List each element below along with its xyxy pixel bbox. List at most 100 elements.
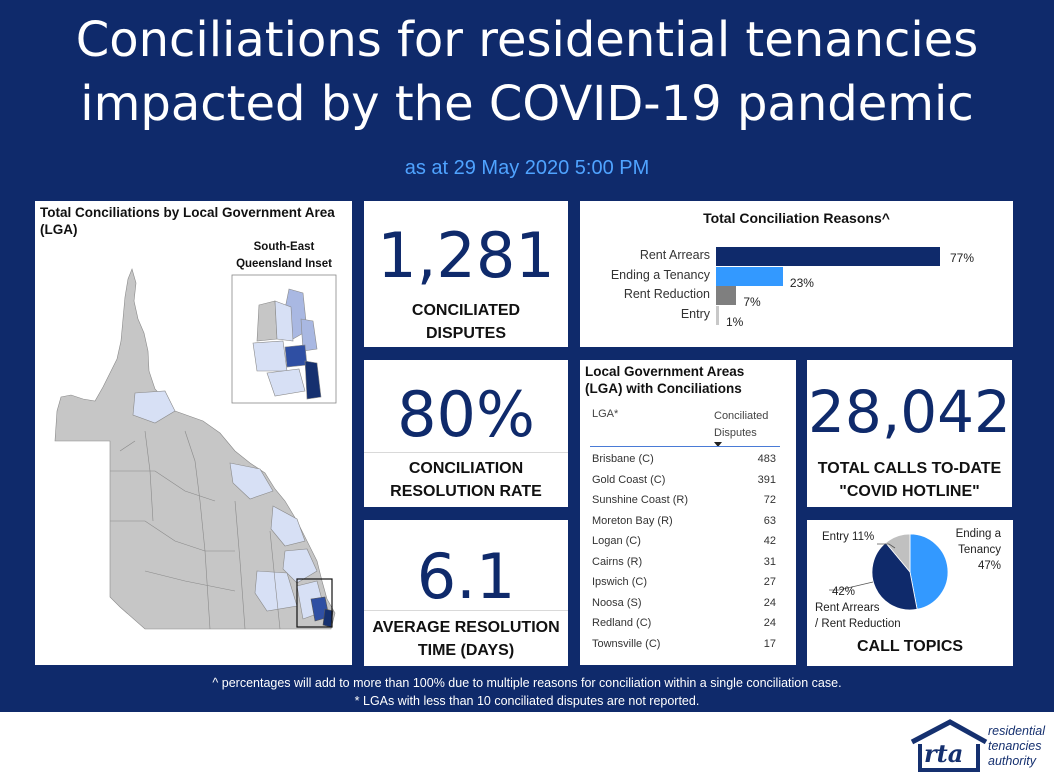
call-topics-pie	[829, 533, 949, 611]
table-row[interactable]: Ipswich (C) 27	[592, 572, 776, 593]
lga-region-light	[270, 505, 306, 547]
kpi-calls-label: TOTAL CALLS TO-DATE "COVID HOTLINE"	[817, 460, 1002, 500]
table-row[interactable]: Brisbane (C) 483	[592, 449, 776, 470]
lga-title: Local Government Areas (LGA) with Concil…	[585, 364, 745, 396]
bar-category-label: Entry	[680, 306, 710, 321]
title-line-1: Conciliations for residential tenancies	[75, 12, 979, 68]
table-row[interactable]: Gold Coast (C) 391	[592, 470, 776, 491]
lga-value-cell: 31	[763, 555, 776, 568]
inset-region-darkest	[304, 360, 322, 400]
lga-col-header-disputes[interactable]: Conciliated Disputes	[714, 410, 769, 439]
lga-card: Local Government Areas (LGA) with Concil…	[580, 360, 796, 665]
lga-value-cell: 27	[763, 576, 776, 589]
bar-value-label: 7%	[743, 295, 761, 309]
kpi-avgtime-value: 6.1	[416, 540, 516, 613]
lga-value-cell: 483	[757, 453, 776, 466]
lga-region-light	[282, 548, 318, 584]
lga-value-cell: 42	[763, 535, 776, 548]
reasons-bar-chart: Rent Arrears 77% Ending a Tenancy 23% Rent R…	[580, 201, 1013, 347]
inset-label: South-East Queensland Inset	[236, 241, 332, 270]
table-row[interactable]: Cairns (R) 31	[592, 552, 776, 573]
table-row[interactable]: Redland (C) 24	[592, 613, 776, 634]
lga-name-cell: Townsville (C)	[592, 637, 661, 650]
lga-value-cell: 17	[763, 637, 776, 650]
title-line-2: impacted by the COVID-19 pandemic	[80, 76, 974, 132]
call-topics-title: CALL TOPICS	[856, 638, 964, 655]
rta-org-name: residential tenancies authority	[988, 724, 1045, 768]
reasons-card: Total Conciliation Reasons^ Rent Arrears…	[580, 201, 1013, 347]
rta-logo: rta residential tenancies authority	[908, 718, 1048, 776]
lga-value-cell: 391	[757, 473, 776, 486]
inset-region-light	[252, 340, 288, 372]
table-row[interactable]: Moreton Bay (R) 63	[592, 511, 776, 532]
page-title: Conciliations for residential tenancies …	[0, 8, 1054, 136]
as-at-timestamp: as at 29 May 2020 5:00 PM	[404, 157, 650, 179]
bar-category-label: Ending a Tenancy	[610, 267, 710, 282]
kpi-resolution-label: CONCILIATION RESOLUTION RATE	[390, 460, 542, 500]
seq-inset-frame	[296, 578, 333, 628]
lga-name-cell: Brisbane (C)	[592, 453, 654, 466]
lga-region-light	[229, 462, 274, 500]
bar-value-label: 23%	[789, 275, 814, 290]
table-row[interactable]: Logan (C) 42	[592, 531, 776, 552]
lga-value-cell: 63	[763, 514, 776, 527]
kpi-avgtime-label: AVERAGE RESOLUTION TIME (DAYS)	[372, 619, 560, 659]
lga-name-cell: Noosa (S)	[592, 596, 642, 609]
lga-name-cell: Gold Coast (C)	[592, 473, 666, 486]
map-card: Total Conciliations by Local Government …	[35, 201, 352, 665]
pie-label-ending: Ending a Tenancy 47%	[955, 528, 1001, 572]
pie-label-entry: Entry 11%	[822, 531, 875, 543]
lga-name-cell: Cairns (R)	[592, 555, 643, 568]
inset-region-mid	[300, 318, 318, 352]
bar-value-label: 1%	[726, 314, 744, 329]
map-title: Total Conciliations by Local Government …	[40, 205, 335, 237]
bar[interactable]	[716, 247, 940, 266]
bar[interactable]	[716, 266, 783, 286]
kpi-calls-value: 28,042	[808, 378, 1011, 446]
pie-leader-line	[829, 581, 874, 591]
reasons-title: Total Conciliation Reasons^	[703, 210, 890, 226]
lga-value-cell: 24	[763, 596, 776, 609]
bar[interactable]	[716, 305, 719, 325]
lga-value-cell: 72	[763, 494, 776, 507]
pie-slice[interactable]	[885, 533, 911, 574]
inset-region-light	[274, 300, 294, 342]
inset-region-gray	[256, 300, 278, 342]
table-row[interactable]: Noosa (S) 24	[592, 593, 776, 614]
lga-name-cell: Logan (C)	[592, 535, 641, 548]
lga-name-cell: Redland (C)	[592, 617, 652, 630]
queensland-lga-map	[54, 268, 337, 630]
bar-category-label: Rent Arrears	[639, 248, 710, 262]
pie-slice[interactable]	[909, 533, 949, 610]
kpi-avgtime-card: 6.1 AVERAGE RESOLUTION TIME (DAYS)	[364, 520, 568, 666]
kpi-calls-card: 28,042 TOTAL CALLS TO-DATE "COVID HOTLIN…	[807, 360, 1012, 507]
pie-slice[interactable]	[871, 542, 918, 611]
rta-logo-text: rta	[924, 739, 964, 768]
inset-region-dark	[284, 344, 308, 368]
footnote-lga: * LGAs with less than 10 conciliated dis…	[354, 694, 700, 708]
bar[interactable]	[716, 286, 737, 305]
kpi-divider	[364, 610, 568, 611]
table-row[interactable]: Townsville (C) 17	[592, 634, 776, 655]
lga-name-cell: Sunshine Coast (R)	[592, 494, 688, 507]
table-row[interactable]: Sunshine Coast (R) 72	[592, 490, 776, 511]
rta-logo-roof-icon	[910, 719, 988, 772]
bar-value-label: 77%	[950, 251, 975, 265]
inset-region-light	[266, 368, 306, 397]
kpi-conciliated-card: 1,281 CONCILIATED DISPUTES	[364, 201, 568, 347]
lga-boundaries	[110, 430, 281, 630]
sort-desc-icon[interactable]	[714, 442, 722, 447]
kpi-divider	[364, 452, 568, 453]
kpi-resolution-value: 80%	[397, 378, 535, 451]
lga-header-rule	[590, 446, 780, 447]
lga-value-cell: 24	[763, 617, 776, 630]
lga-col-header-name[interactable]: LGA*	[592, 408, 619, 420]
lga-table: Brisbane (C) 483 Gold Coast (C) 391 Sunshine…	[592, 449, 776, 654]
kpi-conciliated-label: CONCILIATED DISPUTES	[411, 302, 521, 342]
lga-region-light	[132, 390, 176, 424]
pie-label-rent: 42% Rent Arrears / Rent Reduction	[815, 586, 901, 630]
lga-name-cell: Ipswich (C)	[592, 576, 648, 589]
bar-category-label: Rent Reduction	[623, 287, 710, 301]
pie-leader-line	[877, 543, 896, 549]
lga-name-cell: Moreton Bay (R)	[592, 514, 673, 527]
